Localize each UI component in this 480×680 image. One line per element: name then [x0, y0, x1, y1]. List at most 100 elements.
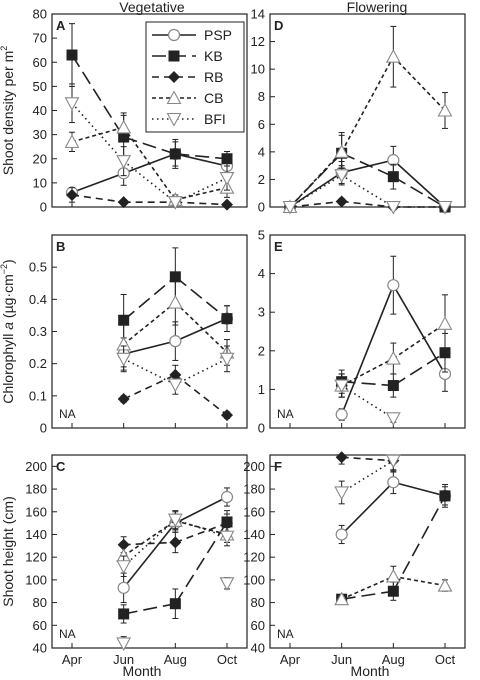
series-line	[174, 358, 228, 386]
data-point	[385, 412, 401, 427]
series-line	[341, 152, 394, 178]
data-point	[387, 585, 399, 597]
data-point	[169, 335, 182, 348]
series-line	[175, 186, 228, 201]
x-tick-label: Oct	[217, 652, 238, 667]
y-tick-label: 0	[258, 200, 265, 215]
data-point	[117, 538, 130, 551]
col-title-vegetative: Vegetative	[119, 0, 185, 15]
series-line	[289, 151, 343, 208]
y-tick-label: 0.3	[29, 324, 47, 339]
y-tick-label: 160	[25, 504, 47, 519]
series-line	[341, 384, 394, 420]
y-tick-label: 4	[258, 266, 265, 281]
data-point	[385, 568, 401, 583]
series-cb	[334, 294, 453, 398]
series-line	[392, 352, 446, 387]
series-line	[175, 201, 228, 206]
data-point	[221, 198, 233, 211]
series-line	[340, 284, 395, 415]
x-axis-label-right: Month	[351, 663, 390, 679]
data-point	[219, 352, 235, 367]
panel-e: 0 1 2 3 4 5E NA	[258, 228, 466, 436]
panel-f: 40 60 80 100 120 140 160 180 200 Apr Jun Aug Oct F NA	[243, 451, 466, 667]
plot-frame	[269, 234, 466, 429]
series-line	[341, 174, 394, 208]
series-line	[123, 541, 176, 546]
na-note: NA	[59, 407, 76, 421]
data-point	[221, 313, 233, 325]
y-tick-label: 12	[251, 34, 265, 49]
panel-letter: D	[274, 18, 283, 33]
legend-marker	[167, 28, 181, 42]
y-tick-label: 6	[258, 117, 265, 132]
data-point	[118, 608, 130, 620]
data-point	[116, 637, 132, 652]
data-point	[219, 530, 235, 545]
x-tick-label: Oct	[435, 652, 456, 667]
series-line	[71, 54, 125, 138]
y-axis-label: Shoot height (cm)	[0, 496, 16, 607]
series-cb	[282, 25, 453, 214]
series-psp	[283, 145, 452, 214]
y-tick-label: 50	[33, 79, 47, 94]
y-tick-label: 140	[25, 527, 47, 542]
na-note: NA	[59, 627, 76, 641]
series-kb	[284, 132, 451, 213]
series-line	[123, 126, 176, 201]
series-line	[174, 301, 228, 353]
series-bfi	[116, 345, 235, 395]
series-line	[341, 590, 394, 600]
series-line	[174, 276, 228, 320]
y-axis-label: Chlorophyll a (µg·cm−2)	[0, 259, 16, 403]
data-point	[219, 577, 235, 591]
data-point	[220, 490, 234, 504]
panel-letter: C	[56, 459, 66, 474]
legend-item-bfi: BFI	[152, 111, 226, 127]
y-tick-label: 60	[251, 618, 265, 633]
col-title-flowering: Flowering	[347, 0, 408, 15]
data-point	[439, 490, 451, 502]
y-tick-label: 8	[258, 89, 265, 104]
data-point	[64, 97, 80, 111]
y-tick-label: 14	[251, 7, 265, 22]
series-line	[392, 175, 446, 208]
plot-frame	[51, 454, 248, 649]
series-line	[341, 456, 394, 462]
y-tick-label: 80	[33, 595, 47, 610]
series-line	[123, 301, 176, 345]
series-bfi	[64, 83, 235, 210]
series-line	[392, 323, 446, 360]
series-line	[123, 340, 176, 355]
data-point	[221, 409, 233, 422]
data-point	[221, 153, 233, 165]
panel-letter: A	[56, 18, 66, 33]
data-point	[116, 155, 132, 169]
series-psp	[335, 255, 452, 421]
legend-marker	[166, 112, 182, 127]
series-line	[341, 380, 394, 387]
data-point	[169, 536, 182, 549]
series-line	[123, 276, 176, 321]
data-point	[387, 380, 399, 392]
series-line	[289, 174, 343, 208]
data-point	[387, 476, 400, 489]
y-tick-label: 120	[243, 550, 265, 565]
data-point	[118, 314, 130, 326]
data-point	[66, 188, 78, 201]
data-point	[437, 577, 453, 592]
x-tick-label: Jun	[113, 652, 134, 667]
data-point	[117, 581, 130, 594]
series-line	[175, 518, 228, 538]
y-tick-label: 4	[258, 144, 265, 159]
legend-item-psp: PSP	[152, 27, 232, 43]
data-point	[387, 279, 400, 292]
series-line	[392, 495, 446, 592]
data-point	[335, 408, 348, 421]
series-line	[175, 153, 228, 160]
y-tick-label: 200	[243, 459, 265, 474]
data-point	[66, 49, 78, 61]
series-line	[123, 602, 176, 615]
y-axis-label: Shoot density per m2	[0, 46, 16, 176]
